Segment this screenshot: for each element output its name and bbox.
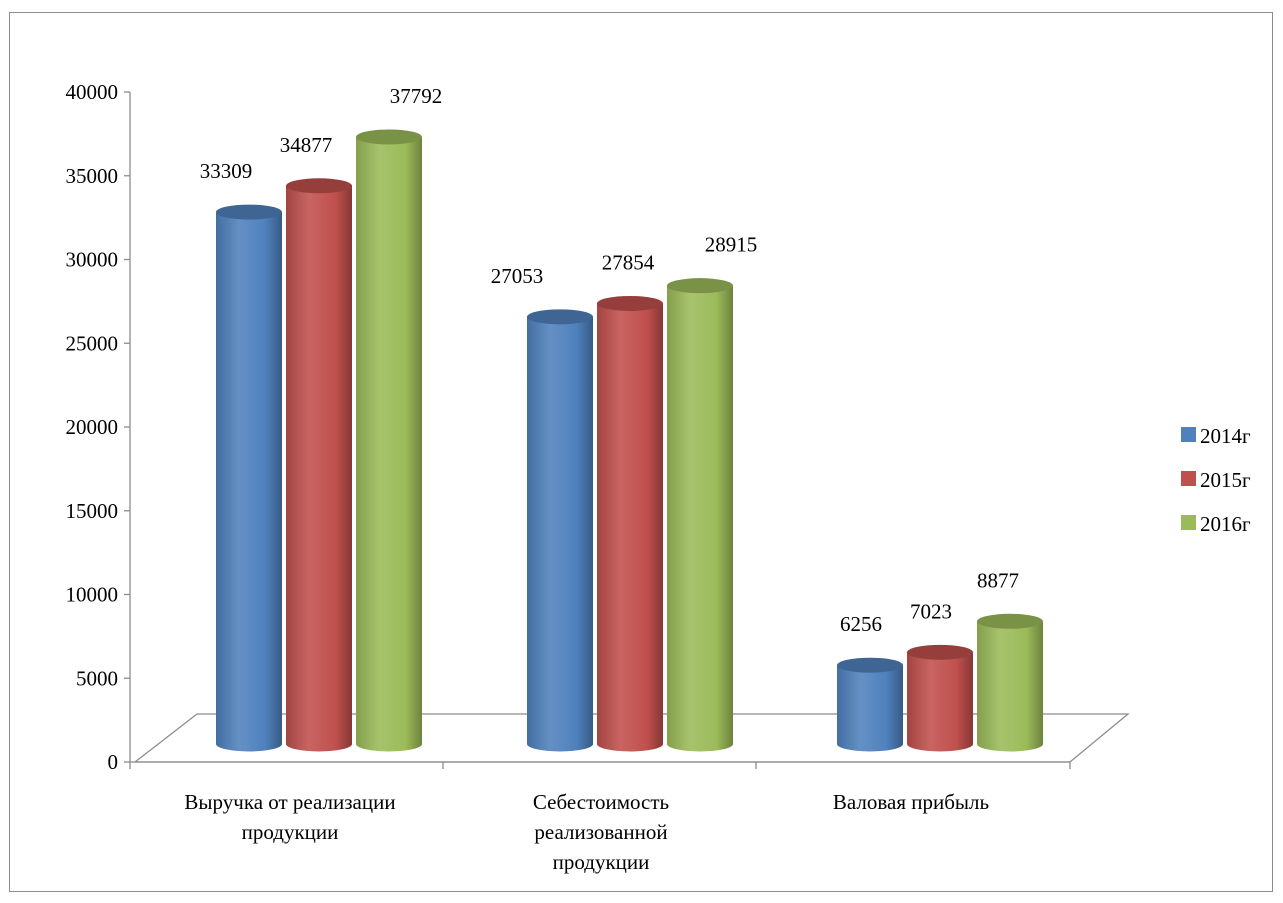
- legend-label: 2015г: [1200, 468, 1251, 492]
- bar-body: [977, 621, 1043, 752]
- bar: [667, 278, 733, 752]
- bar-body: [216, 212, 282, 752]
- bar: [356, 129, 422, 752]
- bar-top: [907, 644, 973, 660]
- bar-body: [527, 316, 593, 752]
- legend-item: 2014г: [1181, 424, 1251, 448]
- bar-body: [356, 136, 422, 752]
- bar-top: [597, 295, 663, 311]
- y-tick-label: 10000: [66, 583, 119, 607]
- legend-swatch: [1181, 515, 1196, 530]
- data-label: 6256: [840, 612, 882, 636]
- y-tick-label: 5000: [76, 666, 118, 690]
- bar: [527, 309, 593, 752]
- bar-top: [977, 613, 1043, 629]
- bar-top: [356, 129, 422, 145]
- y-tick-label: 40000: [66, 80, 119, 104]
- bar-top: [837, 657, 903, 673]
- data-label: 27854: [602, 250, 655, 274]
- bar: [597, 295, 663, 752]
- bar: [216, 204, 282, 752]
- bar: [907, 644, 973, 752]
- y-tick-label: 0: [108, 750, 119, 774]
- bar-top: [527, 309, 593, 325]
- data-label: 34877: [280, 133, 333, 157]
- x-tick-label: Валовая прибыль: [833, 790, 989, 814]
- bar-top: [216, 204, 282, 220]
- legend-item: 2016г: [1181, 512, 1251, 536]
- y-tick-label: 35000: [66, 164, 119, 188]
- data-labels: 33309 34877 37792 27053 27854 28915 6256 7023 88…: [200, 84, 1019, 636]
- bar: [977, 613, 1043, 752]
- y-tick-label: 15000: [66, 499, 119, 523]
- legend-swatch: [1181, 427, 1196, 442]
- y-tick-label: 30000: [66, 248, 119, 272]
- data-label: 33309: [200, 159, 253, 183]
- y-tick-label: 25000: [66, 331, 119, 355]
- bar-body: [837, 665, 903, 752]
- x-axis-labels: Выручка от реализации продукции Себестоимо…: [184, 790, 989, 874]
- y-tick-label: 20000: [66, 415, 119, 439]
- x-tick-label: Себестоимость реализованной продукции: [533, 790, 669, 874]
- bar-body: [667, 285, 733, 752]
- legend-swatch: [1181, 471, 1196, 486]
- bar: [286, 178, 352, 752]
- bar-body: [907, 652, 973, 752]
- y-axis: 0 5000 10000 15000 20000 25000 30000 35000 40000: [66, 80, 1071, 774]
- data-label: 27053: [491, 264, 544, 288]
- bar-top: [667, 278, 733, 294]
- data-label: 8877: [977, 568, 1019, 592]
- bar-top: [286, 178, 352, 194]
- legend-label: 2016г: [1200, 512, 1251, 536]
- legend-label: 2014г: [1200, 424, 1251, 448]
- data-label: 37792: [390, 84, 443, 108]
- bar-body: [286, 185, 352, 752]
- data-label: 7023: [910, 599, 952, 623]
- data-label: 28915: [705, 233, 758, 257]
- bar: [837, 657, 903, 752]
- bar-body: [597, 303, 663, 752]
- legend: 2014г 2015г 2016г: [1181, 424, 1251, 536]
- bars: [216, 129, 1043, 752]
- legend-item: 2015г: [1181, 468, 1251, 492]
- x-tick-label: Выручка от реализации продукции: [184, 790, 395, 844]
